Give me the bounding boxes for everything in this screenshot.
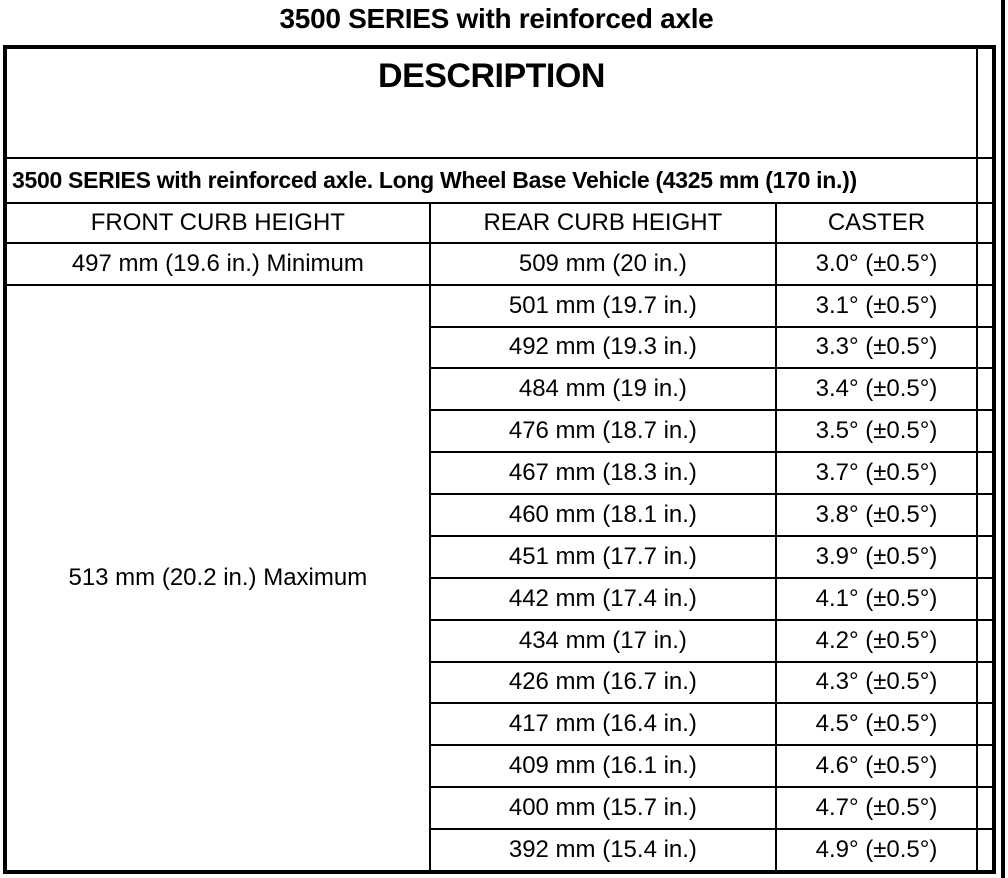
spacer-cell xyxy=(975,409,996,454)
table-row: 451 mm (17.7 in.) 3.9° (±0.5°) xyxy=(5,534,996,579)
caster-cell: 3.1° (±0.5°) xyxy=(775,283,978,328)
spacer-cell xyxy=(975,702,996,747)
caster-cell: 4.3° (±0.5°) xyxy=(775,660,978,705)
table-row: 460 mm (18.1 in.) 3.8° (±0.5°) xyxy=(5,493,996,537)
table-row: 3500 SERIES with reinforced axle. Long W… xyxy=(4,156,996,204)
spacer-cell xyxy=(975,534,996,579)
caster-cell: 4.7° (±0.5°) xyxy=(775,786,978,831)
caster-cell: 4.2° (±0.5°) xyxy=(775,618,978,663)
caster-cell: 4.9° (±0.5°) xyxy=(775,828,978,873)
table-row: 476 mm (18.7 in.) 3.5° (±0.5°) xyxy=(5,409,996,454)
table-row: 442 mm (17.4 in.) 4.1° (±0.5°) xyxy=(5,576,996,621)
spacer-cell xyxy=(975,828,996,873)
rear-curb-cell: 476 mm (18.7 in.) xyxy=(428,409,778,454)
rear-curb-cell: 501 mm (19.7 in.) xyxy=(428,283,778,328)
rear-curb-cell: 492 mm (19.3 in.) xyxy=(428,325,778,370)
caster-cell: 3.9° (±0.5°) xyxy=(775,534,978,579)
caster-cell: 3.4° (±0.5°) xyxy=(775,367,978,412)
description-header-cell: DESCRIPTION xyxy=(4,46,978,159)
table-row: 409 mm (16.1 in.) 4.6° (±0.5°) xyxy=(5,744,996,789)
spacer-cell xyxy=(975,493,996,537)
table-row: 513 mm (20.2 in.) Maximum 501 mm (19.7 i… xyxy=(4,283,996,874)
table-subtitle-cell: 3500 SERIES with reinforced axle. Long W… xyxy=(4,156,978,204)
table-row: DESCRIPTION xyxy=(4,46,996,159)
column-header-front-curb-height: FRONT CURB HEIGHT xyxy=(4,201,431,244)
rear-curb-cell: 426 mm (16.7 in.) xyxy=(428,660,778,705)
table-row: 484 mm (19 in.) 3.4° (±0.5°) xyxy=(5,367,996,412)
rear-curb-cell: 509 mm (20 in.) xyxy=(428,241,778,286)
rear-curb-cell: 392 mm (15.4 in.) xyxy=(428,828,778,873)
curb-height-caster-table: DESCRIPTION 3500 SERIES with reinforced … xyxy=(3,45,996,874)
column-header-rear-curb-height: REAR CURB HEIGHT xyxy=(428,201,778,244)
spacer-cell xyxy=(975,744,996,789)
rear-curb-cell: 451 mm (17.7 in.) xyxy=(428,534,778,579)
caster-cell: 3.8° (±0.5°) xyxy=(775,493,978,537)
table-row: 417 mm (16.4 in.) 4.5° (±0.5°) xyxy=(5,702,996,747)
caster-cell: 3.0° (±0.5°) xyxy=(775,241,978,286)
caster-cell: 3.5° (±0.5°) xyxy=(775,409,978,454)
caster-cell: 3.7° (±0.5°) xyxy=(775,451,978,496)
table-row: 434 mm (17 in.) 4.2° (±0.5°) xyxy=(5,618,996,663)
rear-curb-cell: 417 mm (16.4 in.) xyxy=(428,702,778,747)
caster-cell: 4.5° (±0.5°) xyxy=(775,702,978,747)
page-title: 3500 SERIES with reinforced axle xyxy=(279,3,714,34)
front-curb-max-cell: 513 mm (20.2 in.) Maximum xyxy=(4,283,431,874)
spacer-cell xyxy=(975,201,996,244)
spacer-cell xyxy=(975,451,996,496)
rear-curb-cell: 400 mm (15.7 in.) xyxy=(428,786,778,831)
column-header-caster: CASTER xyxy=(775,201,978,244)
rear-curb-cell: 460 mm (18.1 in.) xyxy=(428,493,778,537)
spacer-cell xyxy=(975,241,996,286)
table-row: 400 mm (15.7 in.) 4.7° (±0.5°) xyxy=(5,786,996,831)
caster-cell: 3.3° (±0.5°) xyxy=(775,325,978,370)
rear-curb-cell: 467 mm (18.3 in.) xyxy=(428,451,778,496)
table-row: 492 mm (19.3 in.) 3.3° (±0.5°) xyxy=(5,325,996,370)
table-row: 392 mm (15.4 in.) 4.9° (±0.5°) xyxy=(5,828,996,873)
spacer-cell xyxy=(975,46,996,159)
table-header-row: FRONT CURB HEIGHT REAR CURB HEIGHT CASTE… xyxy=(4,201,996,244)
rear-curb-cell: 434 mm (17 in.) xyxy=(428,618,778,663)
rear-curb-cell: 484 mm (19 in.) xyxy=(428,367,778,412)
rear-curb-cell: 409 mm (16.1 in.) xyxy=(428,744,778,789)
spacer-cell xyxy=(975,576,996,621)
caster-cell: 4.1° (±0.5°) xyxy=(775,576,978,621)
spacer-cell xyxy=(975,618,996,663)
table-row: 467 mm (18.3 in.) 3.7° (±0.5°) xyxy=(5,451,996,496)
table-row: 426 mm (16.7 in.) 4.3° (±0.5°) xyxy=(5,660,996,705)
caster-cell: 4.6° (±0.5°) xyxy=(775,744,978,789)
table-row: 497 mm (19.6 in.) Minimum 509 mm (20 in.… xyxy=(4,241,996,286)
page-edge-line xyxy=(1001,0,1005,878)
spacer-cell xyxy=(975,283,996,328)
spacer-cell xyxy=(975,325,996,370)
spacer-cell xyxy=(975,367,996,412)
spacer-cell xyxy=(975,786,996,831)
rear-curb-cell: 442 mm (17.4 in.) xyxy=(428,576,778,621)
spacer-cell xyxy=(975,156,996,204)
front-curb-min-cell: 497 mm (19.6 in.) Minimum xyxy=(4,241,431,286)
spacer-cell xyxy=(975,660,996,705)
